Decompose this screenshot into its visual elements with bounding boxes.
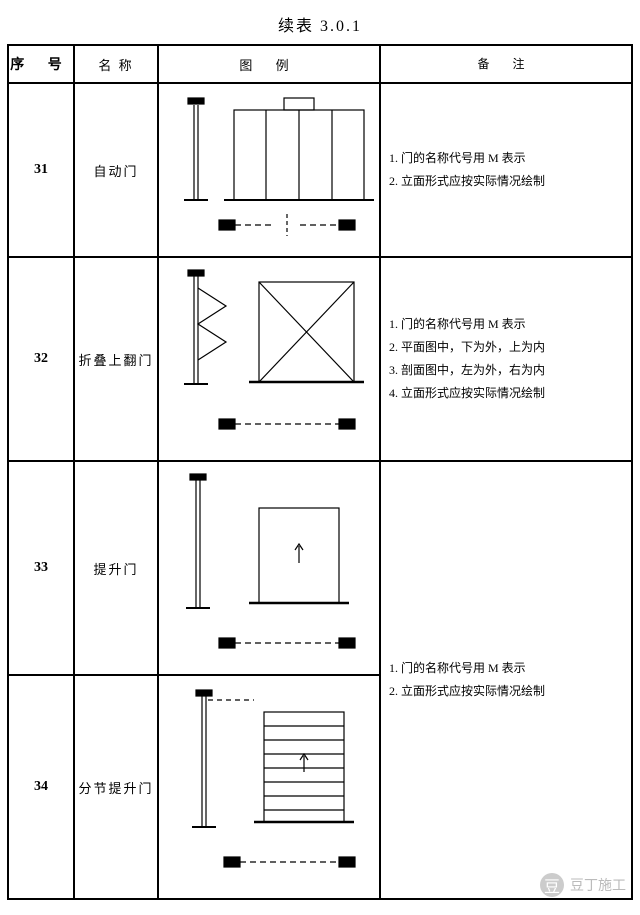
watermark-icon: 豆 (540, 873, 564, 897)
note-line: 1. 门的名称代号用 M 表示 (389, 657, 623, 680)
note-line: 2. 平面图中，下为外，上为内 (389, 336, 623, 359)
cell-note: 1. 门的名称代号用 M 表示 2. 立面形式应按实际情况绘制 (380, 83, 632, 257)
cell-name: 分节提升门 (74, 675, 158, 899)
cell-note: 1. 门的名称代号用 M 表示 2. 平面图中，下为外，上为内 3. 剖面图中，… (380, 257, 632, 461)
note-line: 4. 立面形式应按实际情况绘制 (389, 382, 623, 405)
table-row: 32 折叠上翻门 (8, 257, 632, 461)
cell-figure (158, 675, 380, 899)
cell-figure (158, 257, 380, 461)
col-name: 名 称 (74, 45, 158, 83)
watermark: 豆 豆丁施工 (540, 873, 626, 897)
symbol-table: 序 号 名 称 图 例 备 注 31 自动门 (7, 44, 633, 900)
cell-name: 提升门 (74, 461, 158, 675)
cell-num: 31 (8, 83, 74, 257)
note-line: 1. 门的名称代号用 M 表示 (389, 147, 623, 170)
symbol-sectional-lift-door (164, 682, 374, 892)
note-line: 2. 立面形式应按实际情况绘制 (389, 170, 623, 193)
col-fig: 图 例 (158, 45, 380, 83)
note-line: 2. 立面形式应按实际情况绘制 (389, 680, 623, 703)
watermark-text: 豆丁施工 (570, 875, 626, 895)
col-note: 备 注 (380, 45, 632, 83)
table-caption: 续表 3.0.1 (0, 0, 640, 44)
cell-name: 折叠上翻门 (74, 257, 158, 461)
cell-note-merged: 1. 门的名称代号用 M 表示 2. 立面形式应按实际情况绘制 (380, 461, 632, 899)
cell-figure (158, 461, 380, 675)
page: 续表 3.0.1 序 号 名 称 图 例 备 注 31 自动门 (0, 0, 640, 915)
symbol-auto-door (164, 90, 374, 250)
table-row: 33 提升门 (8, 461, 632, 675)
cell-name: 自动门 (74, 83, 158, 257)
table-row: 31 自动门 (8, 83, 632, 257)
note-line: 3. 剖面图中，左为外，右为内 (389, 359, 623, 382)
cell-figure (158, 83, 380, 257)
header-row: 序 号 名 称 图 例 备 注 (8, 45, 632, 83)
cell-num: 34 (8, 675, 74, 899)
symbol-fold-up-door (164, 264, 374, 454)
col-num: 序 号 (8, 45, 74, 83)
note-line: 1. 门的名称代号用 M 表示 (389, 313, 623, 336)
symbol-lift-door (164, 468, 374, 668)
cell-num: 33 (8, 461, 74, 675)
cell-num: 32 (8, 257, 74, 461)
